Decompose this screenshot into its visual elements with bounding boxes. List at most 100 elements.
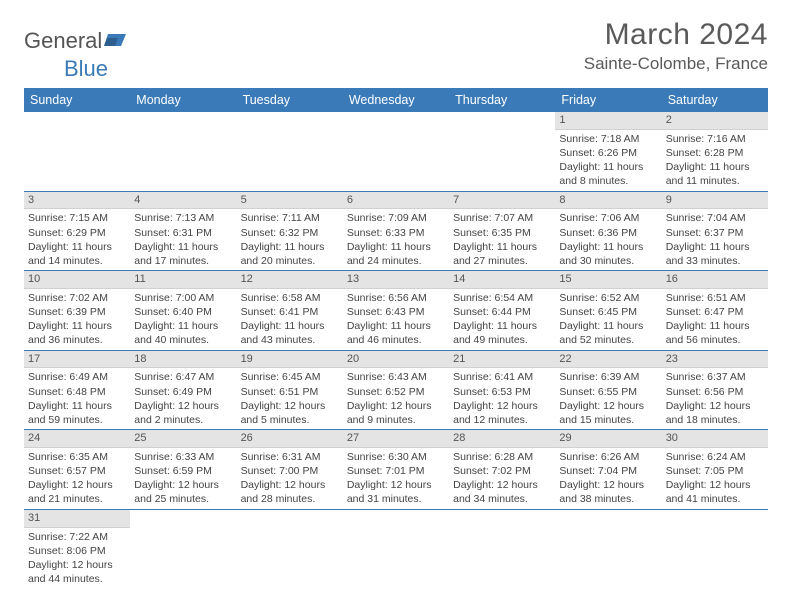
daylight-text: Daylight: 11 hours and 40 minutes. (134, 319, 232, 347)
daylight-text: Daylight: 11 hours and 56 minutes. (666, 319, 764, 347)
day-content: Sunrise: 6:54 AMSunset: 6:44 PMDaylight:… (449, 289, 555, 350)
calendar-day-cell: 19Sunrise: 6:45 AMSunset: 6:51 PMDayligh… (237, 350, 343, 430)
sunrise-text: Sunrise: 7:18 AM (559, 132, 657, 146)
sunrise-text: Sunrise: 7:13 AM (134, 211, 232, 225)
sunset-text: Sunset: 6:29 PM (28, 226, 126, 240)
sunrise-text: Sunrise: 6:47 AM (134, 370, 232, 384)
sunset-text: Sunset: 6:59 PM (134, 464, 232, 478)
sunset-text: Sunset: 6:52 PM (347, 385, 445, 399)
calendar-day-cell: 17Sunrise: 6:49 AMSunset: 6:48 PMDayligh… (24, 350, 130, 430)
day-number: 12 (237, 271, 343, 289)
day-number: 20 (343, 351, 449, 369)
sunrise-text: Sunrise: 6:58 AM (241, 291, 339, 305)
sunset-text: Sunset: 6:31 PM (134, 226, 232, 240)
logo-text-blue: Blue (64, 56, 108, 82)
sunset-text: Sunset: 6:37 PM (666, 226, 764, 240)
daylight-text: Daylight: 12 hours and 18 minutes. (666, 399, 764, 427)
sunrise-text: Sunrise: 6:37 AM (666, 370, 764, 384)
day-content: Sunrise: 7:13 AMSunset: 6:31 PMDaylight:… (130, 209, 236, 270)
calendar-day-cell: 20Sunrise: 6:43 AMSunset: 6:52 PMDayligh… (343, 350, 449, 430)
daylight-text: Daylight: 11 hours and 49 minutes. (453, 319, 551, 347)
calendar-day-cell: 30Sunrise: 6:24 AMSunset: 7:05 PMDayligh… (662, 430, 768, 510)
daylight-text: Daylight: 11 hours and 20 minutes. (241, 240, 339, 268)
calendar-week-row: 10Sunrise: 7:02 AMSunset: 6:39 PMDayligh… (24, 271, 768, 351)
sunset-text: Sunset: 6:36 PM (559, 226, 657, 240)
sunset-text: Sunset: 6:47 PM (666, 305, 764, 319)
day-number: 6 (343, 192, 449, 210)
day-content: Sunrise: 7:06 AMSunset: 6:36 PMDaylight:… (555, 209, 661, 270)
calendar-day-cell (130, 112, 236, 191)
day-number: 14 (449, 271, 555, 289)
day-number: 7 (449, 192, 555, 210)
sunset-text: Sunset: 8:06 PM (28, 544, 126, 558)
sunset-text: Sunset: 6:56 PM (666, 385, 764, 399)
day-content: Sunrise: 6:52 AMSunset: 6:45 PMDaylight:… (555, 289, 661, 350)
calendar-day-cell: 16Sunrise: 6:51 AMSunset: 6:47 PMDayligh… (662, 271, 768, 351)
daylight-text: Daylight: 11 hours and 30 minutes. (559, 240, 657, 268)
day-number: 15 (555, 271, 661, 289)
day-number: 23 (662, 351, 768, 369)
sunrise-text: Sunrise: 7:04 AM (666, 211, 764, 225)
sunrise-text: Sunrise: 6:30 AM (347, 450, 445, 464)
day-content: Sunrise: 7:18 AMSunset: 6:26 PMDaylight:… (555, 130, 661, 191)
calendar-day-cell: 28Sunrise: 6:28 AMSunset: 7:02 PMDayligh… (449, 430, 555, 510)
sunrise-text: Sunrise: 6:45 AM (241, 370, 339, 384)
sunrise-text: Sunrise: 7:00 AM (134, 291, 232, 305)
day-content: Sunrise: 6:35 AMSunset: 6:57 PMDaylight:… (24, 448, 130, 509)
day-number: 25 (130, 430, 236, 448)
sunrise-text: Sunrise: 6:26 AM (559, 450, 657, 464)
month-title: March 2024 (584, 18, 768, 52)
day-content: Sunrise: 7:22 AMSunset: 8:06 PMDaylight:… (24, 528, 130, 589)
weekday-header: Wednesday (343, 88, 449, 112)
daylight-text: Daylight: 12 hours and 12 minutes. (453, 399, 551, 427)
day-number: 9 (662, 192, 768, 210)
daylight-text: Daylight: 11 hours and 14 minutes. (28, 240, 126, 268)
calendar-day-cell: 27Sunrise: 6:30 AMSunset: 7:01 PMDayligh… (343, 430, 449, 510)
day-content: Sunrise: 6:56 AMSunset: 6:43 PMDaylight:… (343, 289, 449, 350)
day-content: Sunrise: 6:39 AMSunset: 6:55 PMDaylight:… (555, 368, 661, 429)
calendar-week-row: 24Sunrise: 6:35 AMSunset: 6:57 PMDayligh… (24, 430, 768, 510)
day-number: 31 (24, 510, 130, 528)
calendar-week-row: 31Sunrise: 7:22 AMSunset: 8:06 PMDayligh… (24, 509, 768, 588)
day-number: 18 (130, 351, 236, 369)
calendar-day-cell (662, 509, 768, 588)
calendar-day-cell: 6Sunrise: 7:09 AMSunset: 6:33 PMDaylight… (343, 191, 449, 271)
day-content: Sunrise: 7:07 AMSunset: 6:35 PMDaylight:… (449, 209, 555, 270)
sunrise-text: Sunrise: 7:09 AM (347, 211, 445, 225)
calendar-week-row: 3Sunrise: 7:15 AMSunset: 6:29 PMDaylight… (24, 191, 768, 271)
daylight-text: Daylight: 12 hours and 44 minutes. (28, 558, 126, 586)
daylight-text: Daylight: 11 hours and 8 minutes. (559, 160, 657, 188)
flag-icon (104, 28, 126, 54)
day-number: 10 (24, 271, 130, 289)
calendar-day-cell (237, 112, 343, 191)
calendar-day-cell: 18Sunrise: 6:47 AMSunset: 6:49 PMDayligh… (130, 350, 236, 430)
sunset-text: Sunset: 6:26 PM (559, 146, 657, 160)
calendar-day-cell: 4Sunrise: 7:13 AMSunset: 6:31 PMDaylight… (130, 191, 236, 271)
day-number: 5 (237, 192, 343, 210)
sunset-text: Sunset: 7:02 PM (453, 464, 551, 478)
sunrise-text: Sunrise: 6:41 AM (453, 370, 551, 384)
sunset-text: Sunset: 7:00 PM (241, 464, 339, 478)
day-content: Sunrise: 7:16 AMSunset: 6:28 PMDaylight:… (662, 130, 768, 191)
day-content: Sunrise: 6:26 AMSunset: 7:04 PMDaylight:… (555, 448, 661, 509)
day-number: 2 (662, 112, 768, 130)
calendar-day-cell (130, 509, 236, 588)
daylight-text: Daylight: 11 hours and 11 minutes. (666, 160, 764, 188)
calendar-day-cell: 10Sunrise: 7:02 AMSunset: 6:39 PMDayligh… (24, 271, 130, 351)
daylight-text: Daylight: 12 hours and 25 minutes. (134, 478, 232, 506)
weekday-header-row: Sunday Monday Tuesday Wednesday Thursday… (24, 88, 768, 112)
calendar-day-cell: 31Sunrise: 7:22 AMSunset: 8:06 PMDayligh… (24, 509, 130, 588)
day-number: 24 (24, 430, 130, 448)
calendar-table: Sunday Monday Tuesday Wednesday Thursday… (24, 88, 768, 588)
day-number: 11 (130, 271, 236, 289)
daylight-text: Daylight: 11 hours and 59 minutes. (28, 399, 126, 427)
day-content: Sunrise: 6:41 AMSunset: 6:53 PMDaylight:… (449, 368, 555, 429)
sunset-text: Sunset: 6:45 PM (559, 305, 657, 319)
day-number: 16 (662, 271, 768, 289)
sunrise-text: Sunrise: 6:28 AM (453, 450, 551, 464)
sunset-text: Sunset: 6:28 PM (666, 146, 764, 160)
day-number: 19 (237, 351, 343, 369)
day-content: Sunrise: 6:49 AMSunset: 6:48 PMDaylight:… (24, 368, 130, 429)
daylight-text: Daylight: 12 hours and 34 minutes. (453, 478, 551, 506)
sunset-text: Sunset: 6:33 PM (347, 226, 445, 240)
